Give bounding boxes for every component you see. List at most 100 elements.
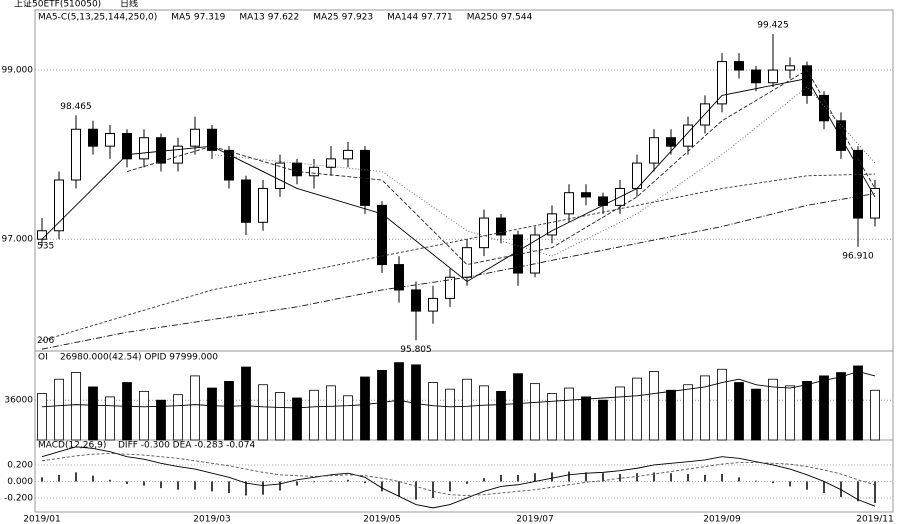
volume-bar <box>54 378 64 441</box>
candle-body <box>802 65 812 96</box>
volume-bar <box>564 387 574 441</box>
volume-bar <box>819 375 829 441</box>
price-annotation: 99.425 <box>757 21 789 31</box>
volume-bar <box>496 390 506 441</box>
edge-label: 206 <box>37 336 54 346</box>
volume-bar <box>411 364 421 441</box>
volume-bar <box>479 385 489 441</box>
candle-body <box>768 69 778 84</box>
volume-bar <box>768 378 778 441</box>
candle-body <box>870 187 880 219</box>
candle-body <box>122 132 132 160</box>
candle-body <box>462 247 472 278</box>
macd-info: DIFF -0.300 DEA -0.283 -0.074 <box>118 441 255 451</box>
candle-body <box>156 137 166 164</box>
volume-bar <box>309 389 319 441</box>
volume-bar <box>275 392 285 441</box>
legend-name: MA5 <box>171 13 191 23</box>
legend-value: 97.923 <box>342 13 374 23</box>
period[interactable]: 日线 <box>120 0 138 10</box>
volume-bar <box>734 382 744 441</box>
candle-body <box>445 276 455 299</box>
volume-info: 26980.000(42.54) OPID 97999.000 <box>60 353 218 363</box>
dea-line <box>41 452 876 496</box>
price-annotation: 95.805 <box>400 345 432 355</box>
volume-bar <box>785 385 795 441</box>
ma-title: MA5-C(5,13,25,144,250,0) <box>38 13 157 23</box>
candle-body <box>309 166 319 177</box>
volume-bar <box>71 372 81 441</box>
volume-bar <box>462 378 472 441</box>
candle-body <box>224 149 234 181</box>
ma-line <box>211 86 876 257</box>
volume-bar <box>258 384 268 441</box>
candle-body <box>190 128 200 147</box>
candle-body <box>54 179 64 232</box>
volume-bar <box>598 399 608 441</box>
macd-tick-label: 0.200 <box>7 460 33 470</box>
ma-line <box>41 193 876 350</box>
candle-body <box>564 192 574 215</box>
macd-tick-label: -0.200 <box>4 493 33 503</box>
candle-body <box>683 124 693 147</box>
volume-bar <box>241 366 251 441</box>
volume-bar <box>105 396 115 441</box>
candle-body <box>428 297 438 312</box>
candle-body <box>666 137 676 147</box>
candle-body <box>717 61 727 105</box>
x-tick-label: 2019/11 <box>856 515 893 524</box>
volume-bar <box>224 381 234 441</box>
volume-bar <box>394 362 404 441</box>
candle-body <box>207 128 217 151</box>
volume-bar <box>292 397 302 441</box>
volume-bar <box>173 394 183 441</box>
candle-body <box>649 137 659 164</box>
y-tick-label: 97.000 <box>2 235 34 245</box>
volume-bar <box>853 365 863 441</box>
candle-body <box>377 204 387 266</box>
volume-bar <box>360 376 370 441</box>
legend-name: MA144 <box>387 13 418 23</box>
volume-bar <box>649 371 659 441</box>
volume-bar <box>445 388 455 441</box>
open-interest-line <box>41 371 876 409</box>
volume-bar <box>122 382 132 441</box>
legend-value: 97.771 <box>421 13 453 23</box>
candle-body <box>258 187 268 223</box>
volume-bar <box>683 384 693 441</box>
volume-bar <box>190 375 200 441</box>
candle-body <box>547 213 557 236</box>
volume-bar <box>581 396 591 441</box>
candle-body <box>139 137 149 160</box>
candle-body <box>479 217 489 249</box>
volume-bar <box>343 395 353 441</box>
legend-value: 97.544 <box>501 13 533 23</box>
volume-bar <box>88 386 98 441</box>
candle-body <box>785 65 795 71</box>
volume-bar <box>326 385 336 441</box>
ma-line <box>41 173 876 342</box>
x-tick-label: 2019/03 <box>193 515 230 524</box>
candle-body <box>105 132 115 147</box>
candle-body <box>326 158 336 168</box>
candle-body <box>581 192 591 198</box>
volume-bar <box>666 389 676 441</box>
volume-bar <box>717 368 727 441</box>
candle-body <box>836 120 846 151</box>
volume-bar <box>547 393 557 441</box>
symbol[interactable]: 上证50ETF(510050) <box>14 0 101 10</box>
legend-name: MA25 <box>313 13 338 23</box>
volume-bar <box>428 382 438 441</box>
legend-value: 97.622 <box>268 13 300 23</box>
volume-bar <box>632 377 642 441</box>
volume-bar <box>530 383 540 441</box>
candle-body <box>411 289 421 312</box>
volume-bar <box>377 369 387 441</box>
candle-body <box>751 69 761 84</box>
x-tick-label: 2019/05 <box>363 515 400 524</box>
volume-bar <box>836 372 846 441</box>
legend-value: 97.319 <box>194 13 226 23</box>
candle-body <box>173 145 183 164</box>
macd-tick-label: 0.000 <box>7 477 33 487</box>
candle-body <box>71 128 81 181</box>
